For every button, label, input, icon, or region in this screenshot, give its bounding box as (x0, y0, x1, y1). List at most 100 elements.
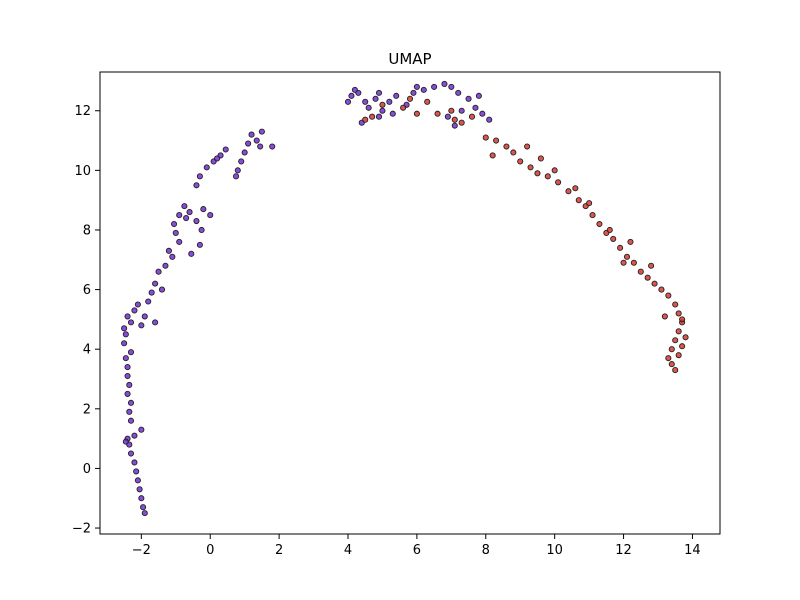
purple-data-point (126, 408, 133, 415)
red-data-point (517, 158, 524, 165)
purple-data-point (193, 182, 200, 189)
red-data-point (575, 197, 582, 204)
x-tick-label: 10 (546, 543, 563, 558)
purple-data-point (140, 504, 147, 511)
purple-data-point (203, 164, 210, 171)
purple-data-point (431, 83, 438, 90)
red-data-point (644, 274, 651, 281)
red-data-point (544, 173, 551, 180)
purple-data-point (155, 268, 162, 275)
purple-data-point (148, 289, 155, 296)
red-data-point (589, 212, 596, 219)
purple-data-point (127, 399, 135, 406)
x-tick-label: 2 (275, 543, 283, 558)
red-data-point (551, 167, 558, 174)
y-tick-label: 12 (74, 104, 91, 119)
purple-data-point (127, 417, 135, 424)
purple-data-point (158, 286, 166, 293)
purple-data-point (441, 80, 448, 87)
purple-data-point (238, 158, 245, 165)
purple-data-point (126, 381, 133, 389)
purple-data-point (475, 92, 482, 99)
purple-data-point (124, 364, 131, 371)
purple-data-point (122, 331, 129, 338)
purple-data-point (362, 98, 369, 105)
y-tick-label: 10 (74, 164, 91, 179)
purple-data-point (269, 143, 276, 150)
x-tick-label: 8 (482, 543, 490, 558)
y-tick-label: 2 (83, 402, 91, 417)
red-data-point (596, 220, 603, 228)
purple-data-point (141, 510, 148, 517)
purple-data-point (451, 122, 458, 129)
red-data-point (651, 280, 658, 287)
purple-data-point (344, 98, 352, 105)
purple-data-point (152, 280, 159, 287)
red-data-point (648, 262, 655, 269)
purple-data-point (455, 89, 462, 96)
red-data-point (627, 238, 634, 245)
red-data-point (537, 155, 544, 162)
red-data-point (637, 268, 644, 275)
purple-data-point (486, 116, 493, 123)
red-data-point (406, 95, 414, 102)
red-data-point (675, 352, 682, 359)
red-data-point (400, 104, 407, 111)
purple-data-point (138, 495, 145, 502)
red-data-point (665, 355, 672, 362)
purple-data-point (122, 355, 129, 362)
x-axis: −2 0 2 4 6 8 10 12 14 (132, 534, 701, 558)
red-data-point (458, 119, 465, 126)
purple-data-point (145, 298, 152, 305)
red-data-point (510, 149, 517, 156)
purple-data-point (193, 217, 200, 225)
red-data-point (362, 116, 369, 123)
purple-data-point (134, 301, 141, 308)
purple-data-point (121, 325, 128, 332)
purple-data-point (171, 220, 178, 228)
purple-data-point (124, 372, 131, 380)
purple-data-point (131, 432, 138, 439)
red-data-point (665, 292, 672, 299)
purple-data-point (127, 450, 135, 457)
purple-data-point (248, 131, 255, 138)
purple-data-point (124, 390, 131, 397)
x-tick-label: 6 (413, 543, 421, 558)
red-data-point (572, 185, 579, 192)
purple-data-point (386, 98, 393, 105)
purple-data-point (448, 83, 455, 90)
purple-data-point (181, 203, 188, 210)
purple-data-point (152, 319, 159, 326)
purple-data-point (138, 426, 145, 433)
red-data-point (682, 334, 689, 341)
red-data-point (672, 367, 679, 374)
purple-data-point (258, 128, 265, 135)
purple-data-point (196, 173, 203, 180)
purple-data-point (186, 209, 193, 216)
purple-data-point (379, 107, 386, 114)
purple-data-point (121, 340, 128, 347)
purple-data-point (479, 110, 486, 117)
purple-data-point (214, 155, 221, 162)
red-data-point (448, 107, 455, 114)
purple-data-point (141, 313, 148, 320)
purple-data-point (234, 167, 241, 174)
red-data-point (679, 316, 686, 323)
purple-data-point (375, 113, 383, 120)
red-data-point (468, 113, 476, 120)
purple-data-point (233, 173, 240, 180)
red-data-point (379, 101, 386, 108)
red-data-point (482, 134, 489, 141)
red-data-point (434, 110, 441, 117)
red-data-point (623, 253, 631, 260)
purple-data-point (365, 104, 372, 111)
purple-data-point (393, 92, 400, 99)
purple-data-point (257, 143, 264, 150)
x-tick-label: −2 (132, 543, 151, 558)
red-data-point (606, 226, 613, 234)
purple-data-point (188, 250, 195, 257)
purple-data-point (165, 247, 172, 254)
purple-data-point (136, 486, 143, 493)
purple-data-point (131, 459, 138, 466)
x-tick-label: 0 (206, 543, 214, 558)
